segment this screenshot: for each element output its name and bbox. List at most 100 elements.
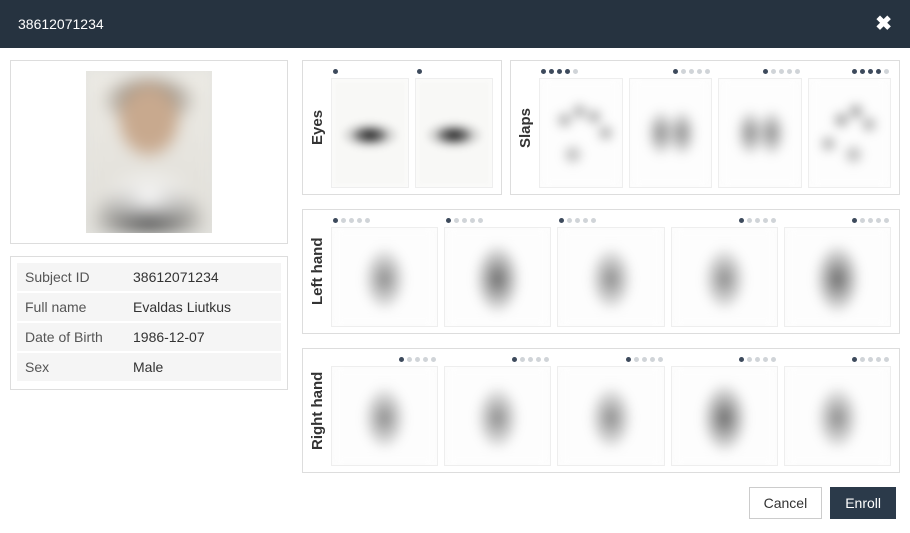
biometric-item[interactable] [784,355,891,466]
dialog-content: Subject ID38612071234Full nameEvaldas Li… [0,48,910,481]
dialog-title: 38612071234 [18,16,104,32]
quality-dots [444,216,551,227]
info-value: 38612071234 [125,263,281,291]
biometric-item[interactable] [718,67,802,188]
quality-dots [331,216,438,227]
quality-dot [333,218,338,223]
biometric-item[interactable] [444,216,551,327]
quality-dot [417,69,422,74]
quality-dot [583,218,588,223]
biometric-thumbnail [557,366,664,466]
quality-dot [852,69,857,74]
biometric-item[interactable] [331,67,409,188]
eyes-label: Eyes [307,67,331,188]
eyes-group: Eyes [302,60,502,195]
slaps-items [539,67,891,188]
quality-dot [795,69,800,74]
info-row: Full nameEvaldas Liutkus [17,293,281,321]
enroll-button[interactable]: Enroll [830,487,896,519]
quality-dot [357,218,362,223]
biometric-thumbnail [784,366,891,466]
quality-dot [591,218,596,223]
biometric-item[interactable] [671,355,778,466]
quality-dot [399,357,404,362]
quality-dot [541,69,546,74]
quality-dot [634,357,639,362]
quality-dot [415,357,420,362]
subject-photo-panel [10,60,288,244]
dialog-header: 38612071234 ✖ [0,0,910,48]
biometric-item[interactable] [331,355,438,466]
biometric-thumbnail [331,78,409,188]
quality-dot [868,357,873,362]
quality-dot [567,218,572,223]
quality-dot [520,357,525,362]
quality-dot [512,357,517,362]
quality-dot [549,69,554,74]
eyes-items [331,67,493,188]
biometric-thumbnail [629,78,713,188]
quality-dots [718,67,802,78]
quality-dot [705,69,710,74]
quality-dot [626,357,631,362]
info-value: Male [125,353,281,381]
quality-dot [557,69,562,74]
biometric-item[interactable] [539,67,623,188]
quality-dot [573,69,578,74]
info-label: Full name [17,293,125,321]
quality-dot [763,357,768,362]
right-hand-label: Right hand [307,355,331,466]
quality-dot [755,357,760,362]
left-hand-group: Left hand [302,209,900,334]
biometric-item[interactable] [784,216,891,327]
quality-dot [884,69,889,74]
quality-dots [671,355,778,366]
quality-dot [876,218,881,223]
quality-dot [868,218,873,223]
quality-dot [689,69,694,74]
quality-dot [341,218,346,223]
biometric-item[interactable] [629,67,713,188]
quality-dot [462,218,467,223]
quality-dot [755,218,760,223]
biometric-item[interactable] [415,67,493,188]
quality-dot [423,357,428,362]
quality-dots [629,67,713,78]
quality-dot [771,218,776,223]
quality-dot [431,357,436,362]
biometric-item[interactable] [557,216,664,327]
biometric-item[interactable] [557,355,664,466]
quality-dot [565,69,570,74]
close-icon[interactable]: ✖ [875,14,892,34]
biometric-thumbnail [671,366,778,466]
quality-dot [860,218,865,223]
quality-dot [860,357,865,362]
quality-dot [528,357,533,362]
quality-dots [557,355,664,366]
biometric-item[interactable] [671,216,778,327]
quality-dot [763,218,768,223]
biometric-thumbnail [415,78,493,188]
quality-dots [415,67,493,78]
info-label: Sex [17,353,125,381]
quality-dot [544,357,549,362]
quality-dot [876,69,881,74]
info-row: Subject ID38612071234 [17,263,281,291]
right-hand-items [331,355,891,466]
quality-dot [681,69,686,74]
cancel-button[interactable]: Cancel [749,487,823,519]
quality-dots [539,67,623,78]
quality-dot [446,218,451,223]
biometric-item[interactable] [444,355,551,466]
biometric-item[interactable] [331,216,438,327]
biometric-item[interactable] [808,67,892,188]
quality-dot [697,69,702,74]
quality-dot [536,357,541,362]
quality-dot [884,357,889,362]
quality-dot [739,357,744,362]
info-label: Subject ID [17,263,125,291]
subject-photo [86,71,212,233]
quality-dot [763,69,768,74]
left-hand-label: Left hand [307,216,331,327]
biometric-thumbnail [539,78,623,188]
